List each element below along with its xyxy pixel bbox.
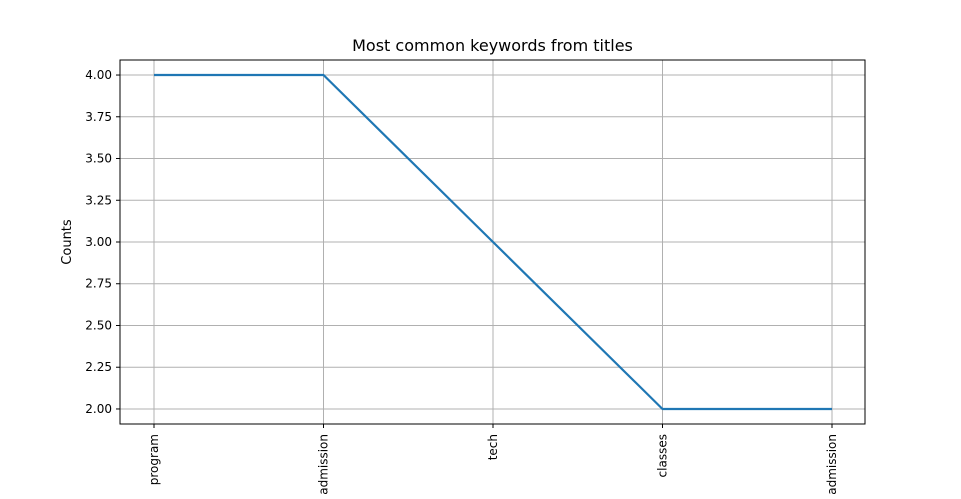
y-tick-label: 3.50 <box>85 152 112 166</box>
y-tick-label: 2.25 <box>85 360 112 374</box>
x-tick-label: admission <box>317 434 331 495</box>
x-tick-label: tech <box>486 434 500 460</box>
x-tick-label: admission <box>825 434 839 495</box>
axis-ticks <box>116 74 833 428</box>
y-tick-label: 3.00 <box>85 235 112 249</box>
tick-labels: 2.00 2.25 2.50 2.75 3.00 3.25 3.50 3.75 4.00 prog… <box>85 68 839 495</box>
y-tick-label: 2.50 <box>85 318 112 332</box>
y-tick-label: 2.00 <box>85 402 112 416</box>
y-tick-label: 3.25 <box>85 193 112 207</box>
y-tick-label: 4.00 <box>85 68 112 82</box>
y-tick-label: 3.75 <box>85 110 112 124</box>
chart-title: Most common keywords from titles <box>352 36 633 55</box>
y-tick-label: 2.75 <box>85 277 112 291</box>
series-lines <box>153 73 833 411</box>
x-tick-label: classes <box>656 434 670 477</box>
y-axis-label: Counts <box>60 219 75 265</box>
x-tick-label: program <box>147 434 161 485</box>
